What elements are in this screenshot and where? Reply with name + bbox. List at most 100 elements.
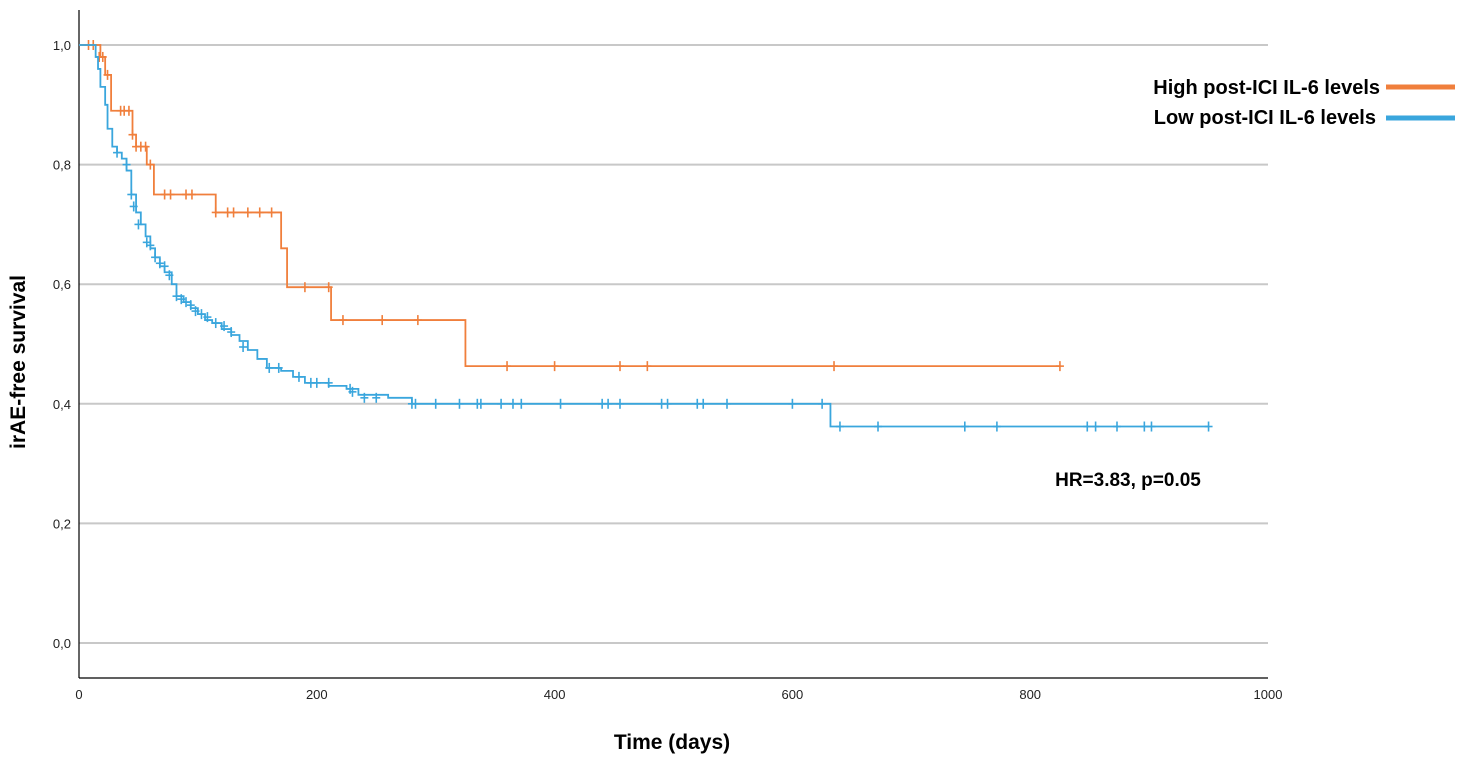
censor-mark <box>166 189 175 200</box>
x-tick-label: 600 <box>782 687 804 702</box>
censor-mark <box>431 398 440 409</box>
y-tick-label: 1,0 <box>53 38 71 53</box>
censor-mark <box>1140 421 1149 432</box>
censor-mark <box>265 362 274 373</box>
x-tick-label: 200 <box>306 687 328 702</box>
censor-mark <box>1055 361 1064 372</box>
censor-mark <box>165 270 174 281</box>
censor-mark <box>203 312 212 323</box>
axes <box>78 10 1268 679</box>
censor-mark <box>141 141 150 152</box>
censor-mark <box>1091 421 1100 432</box>
censor-mark <box>324 282 333 293</box>
censor-mark <box>497 398 506 409</box>
y-axis-title: irAE-free survival <box>7 275 30 449</box>
censor-mark <box>243 207 252 218</box>
censor-mark <box>255 207 264 218</box>
censor-mark <box>239 341 248 352</box>
x-axis-title: Time (days) <box>614 731 730 754</box>
censor-mark <box>992 421 1001 432</box>
censor-mark <box>146 240 155 251</box>
censor-mark <box>1204 421 1213 432</box>
censor-mark <box>324 377 333 388</box>
gridlines <box>79 44 1268 644</box>
x-tick-label: 1000 <box>1254 687 1283 702</box>
y-tick-label: 0,4 <box>53 397 71 412</box>
legend-item-high: High post-ICI IL-6 levels <box>1153 77 1455 99</box>
censor-mark <box>211 318 220 329</box>
x-tick-label: 0 <box>75 687 82 702</box>
censor-mark <box>267 207 276 218</box>
censor-mark <box>177 294 186 305</box>
censor-mark <box>274 362 283 373</box>
hazard-ratio-annotation: HR=3.83, p=0.05 <box>1055 470 1201 491</box>
y-tick-label: 0,8 <box>53 158 71 173</box>
censor-mark <box>517 398 526 409</box>
censor-mark <box>211 207 220 218</box>
censor-mark <box>127 189 136 200</box>
censor-mark <box>98 51 107 62</box>
censor-mark <box>960 421 969 432</box>
censor-mark <box>615 398 624 409</box>
legend: High post-ICI IL-6 levels Low post-ICI I… <box>1153 77 1455 129</box>
censor-mark <box>182 297 191 308</box>
censor-mark <box>1147 421 1156 432</box>
censor-mark <box>128 129 137 140</box>
censor-mark <box>124 105 133 116</box>
censor-mark <box>151 252 160 263</box>
censor-mark <box>835 421 844 432</box>
censor-mark <box>229 207 238 218</box>
censor-mark <box>874 421 883 432</box>
censor-mark <box>113 147 122 158</box>
survival-curves <box>79 40 1213 432</box>
censor-mark <box>186 300 195 311</box>
x-tick-labels: 0 200 400 600 800 1000 <box>75 687 1282 702</box>
censor-mark <box>615 361 624 372</box>
censor-mark <box>830 361 839 372</box>
censor-mark <box>411 398 420 409</box>
censor-mark <box>220 321 229 332</box>
censor-mark <box>300 282 309 293</box>
censor-mark <box>699 398 708 409</box>
censor-mark <box>197 309 206 320</box>
censor-mark <box>348 386 357 397</box>
censor-mark <box>129 201 138 212</box>
censor-mark <box>191 306 200 317</box>
censor-mark <box>312 377 321 388</box>
censor-mark <box>155 258 164 269</box>
censor-mark <box>723 398 732 409</box>
censor-mark <box>643 361 652 372</box>
x-tick-label: 400 <box>544 687 566 702</box>
censor-mark <box>122 159 131 170</box>
censor-mark <box>134 219 143 230</box>
y-tick-label: 0,0 <box>53 636 71 651</box>
censor-mark <box>160 261 169 272</box>
legend-label-high: High post-ICI IL-6 levels <box>1153 77 1380 99</box>
censor-mark <box>146 159 155 170</box>
censor-mark <box>338 315 347 326</box>
censor-mark <box>550 361 559 372</box>
censor-mark <box>103 69 112 80</box>
censor-mark <box>788 398 797 409</box>
series-line-low <box>79 44 1209 428</box>
censor-mark <box>378 315 387 326</box>
y-tick-labels: 0,0 0,2 0,4 0,6 0,8 1,0 <box>53 38 71 651</box>
censor-mark <box>360 392 369 403</box>
censor-mark <box>1083 421 1092 432</box>
censor-mark <box>476 398 485 409</box>
legend-item-low: Low post-ICI IL-6 levels <box>1154 107 1455 129</box>
censor-mark <box>455 398 464 409</box>
censor-mark <box>818 398 827 409</box>
censor-mark <box>227 327 236 338</box>
censor-mark <box>294 371 303 382</box>
censor-mark <box>556 398 565 409</box>
censor-mark <box>503 361 512 372</box>
x-tick-label: 800 <box>1019 687 1041 702</box>
censor-mark <box>187 189 196 200</box>
legend-label-low: Low post-ICI IL-6 levels <box>1154 107 1376 129</box>
censor-mark <box>413 315 422 326</box>
censor-mark <box>372 392 381 403</box>
y-tick-label: 0,6 <box>53 277 71 292</box>
series-line-high <box>79 44 1060 368</box>
